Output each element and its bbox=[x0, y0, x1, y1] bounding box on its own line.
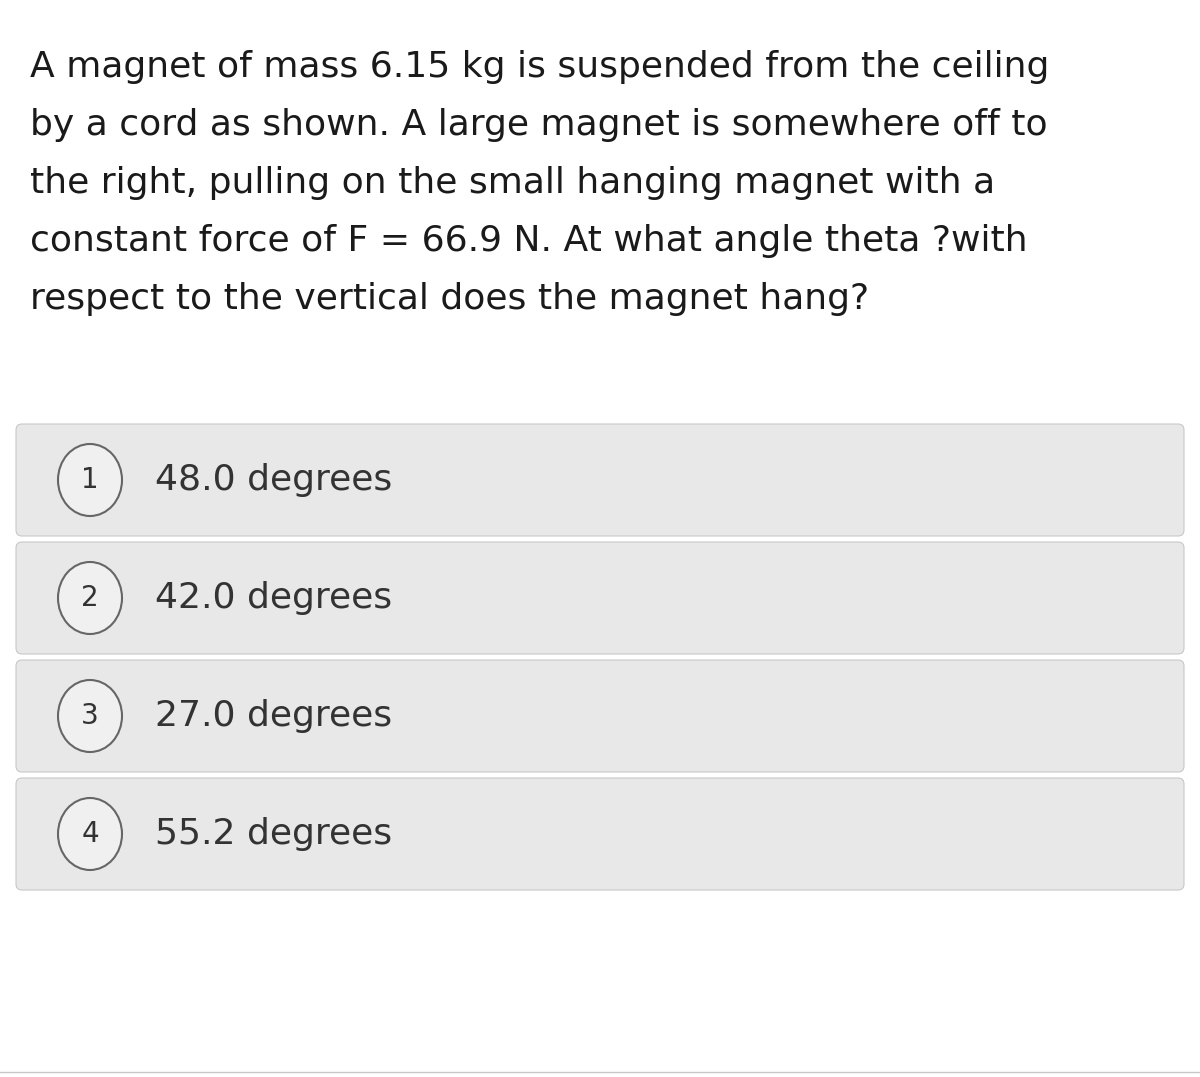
Text: 55.2 degrees: 55.2 degrees bbox=[155, 817, 392, 851]
Ellipse shape bbox=[58, 798, 122, 870]
Text: 3: 3 bbox=[82, 702, 98, 730]
Text: 4: 4 bbox=[82, 820, 98, 848]
FancyBboxPatch shape bbox=[16, 424, 1184, 536]
Text: 48.0 degrees: 48.0 degrees bbox=[155, 463, 392, 496]
Text: A magnet of mass 6.15 kg is suspended from the ceiling: A magnet of mass 6.15 kg is suspended fr… bbox=[30, 51, 1049, 84]
Text: 1: 1 bbox=[82, 466, 98, 494]
FancyBboxPatch shape bbox=[16, 542, 1184, 654]
Ellipse shape bbox=[58, 444, 122, 516]
Ellipse shape bbox=[58, 680, 122, 752]
Text: 2: 2 bbox=[82, 584, 98, 612]
Text: the right, pulling on the small hanging magnet with a: the right, pulling on the small hanging … bbox=[30, 166, 995, 200]
FancyBboxPatch shape bbox=[16, 778, 1184, 890]
Text: constant force of F = 66.9 N. At what angle theta ?with: constant force of F = 66.9 N. At what an… bbox=[30, 224, 1027, 258]
Text: 42.0 degrees: 42.0 degrees bbox=[155, 581, 392, 615]
Ellipse shape bbox=[58, 562, 122, 634]
Text: by a cord as shown. A large magnet is somewhere off to: by a cord as shown. A large magnet is so… bbox=[30, 109, 1048, 142]
Text: respect to the vertical does the magnet hang?: respect to the vertical does the magnet … bbox=[30, 282, 869, 317]
Text: 27.0 degrees: 27.0 degrees bbox=[155, 699, 392, 733]
FancyBboxPatch shape bbox=[16, 660, 1184, 772]
